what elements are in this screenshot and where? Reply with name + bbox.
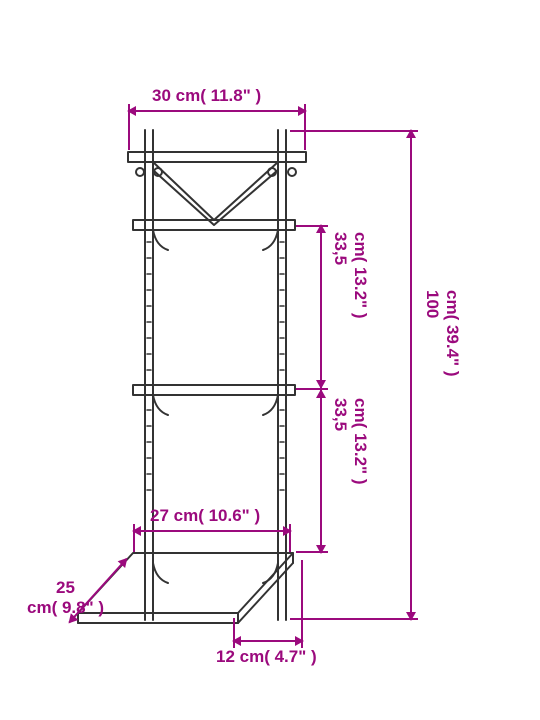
dim-depth-label-b: cm( 9.8" ): [27, 598, 104, 618]
dim-top-width-label: 30 cm( 11.8" ): [152, 86, 261, 106]
dim-gap2-label-b: cm( 13.2" ): [350, 398, 370, 485]
dim-gap1-label-a: 33,5: [330, 232, 350, 265]
dim-total-height-label-a: 100: [422, 290, 442, 318]
dim-top-width-tick-r: [304, 104, 306, 150]
dim-gap1-label-b: cm( 13.2" ): [350, 232, 370, 319]
dim-gap2-label-a: 33,5: [330, 398, 350, 431]
dim-gap2-tick-b: [296, 551, 328, 553]
dim-shelf-width-tick-l: [133, 524, 135, 552]
dim-gap1-tick-t: [296, 225, 328, 227]
dim-th-tick-b: [290, 618, 418, 620]
dim-shelf-width-tick-r: [289, 524, 291, 552]
diagram-canvas: 30 cm( 11.8" ) 27 cm( 10.6" ) 12 cm( 4.7…: [0, 0, 540, 720]
dim-bottom-gap-tick-r: [301, 560, 303, 648]
dim-bottom-gap-arrow: [233, 640, 303, 642]
dim-th-tick-t: [290, 130, 418, 132]
dim-shelf-width-label: 27 cm( 10.6" ): [150, 506, 260, 526]
dim-top-width-tick-l: [128, 104, 130, 150]
dim-gap1-arrow: [320, 225, 322, 388]
dim-top-width-arrow: [128, 110, 306, 112]
dim-bottom-gap-tick-l: [233, 618, 235, 648]
dim-depth-label-a: 25: [56, 578, 75, 598]
dim-total-height-label-b: cm( 39.4" ): [442, 290, 462, 377]
dim-bottom-gap-label: 12 cm( 4.7" ): [216, 647, 317, 667]
dim-gap2-arrow: [320, 390, 322, 553]
dim-total-height-arrow: [410, 130, 412, 620]
dim-shelf-width-arrow: [133, 530, 291, 532]
